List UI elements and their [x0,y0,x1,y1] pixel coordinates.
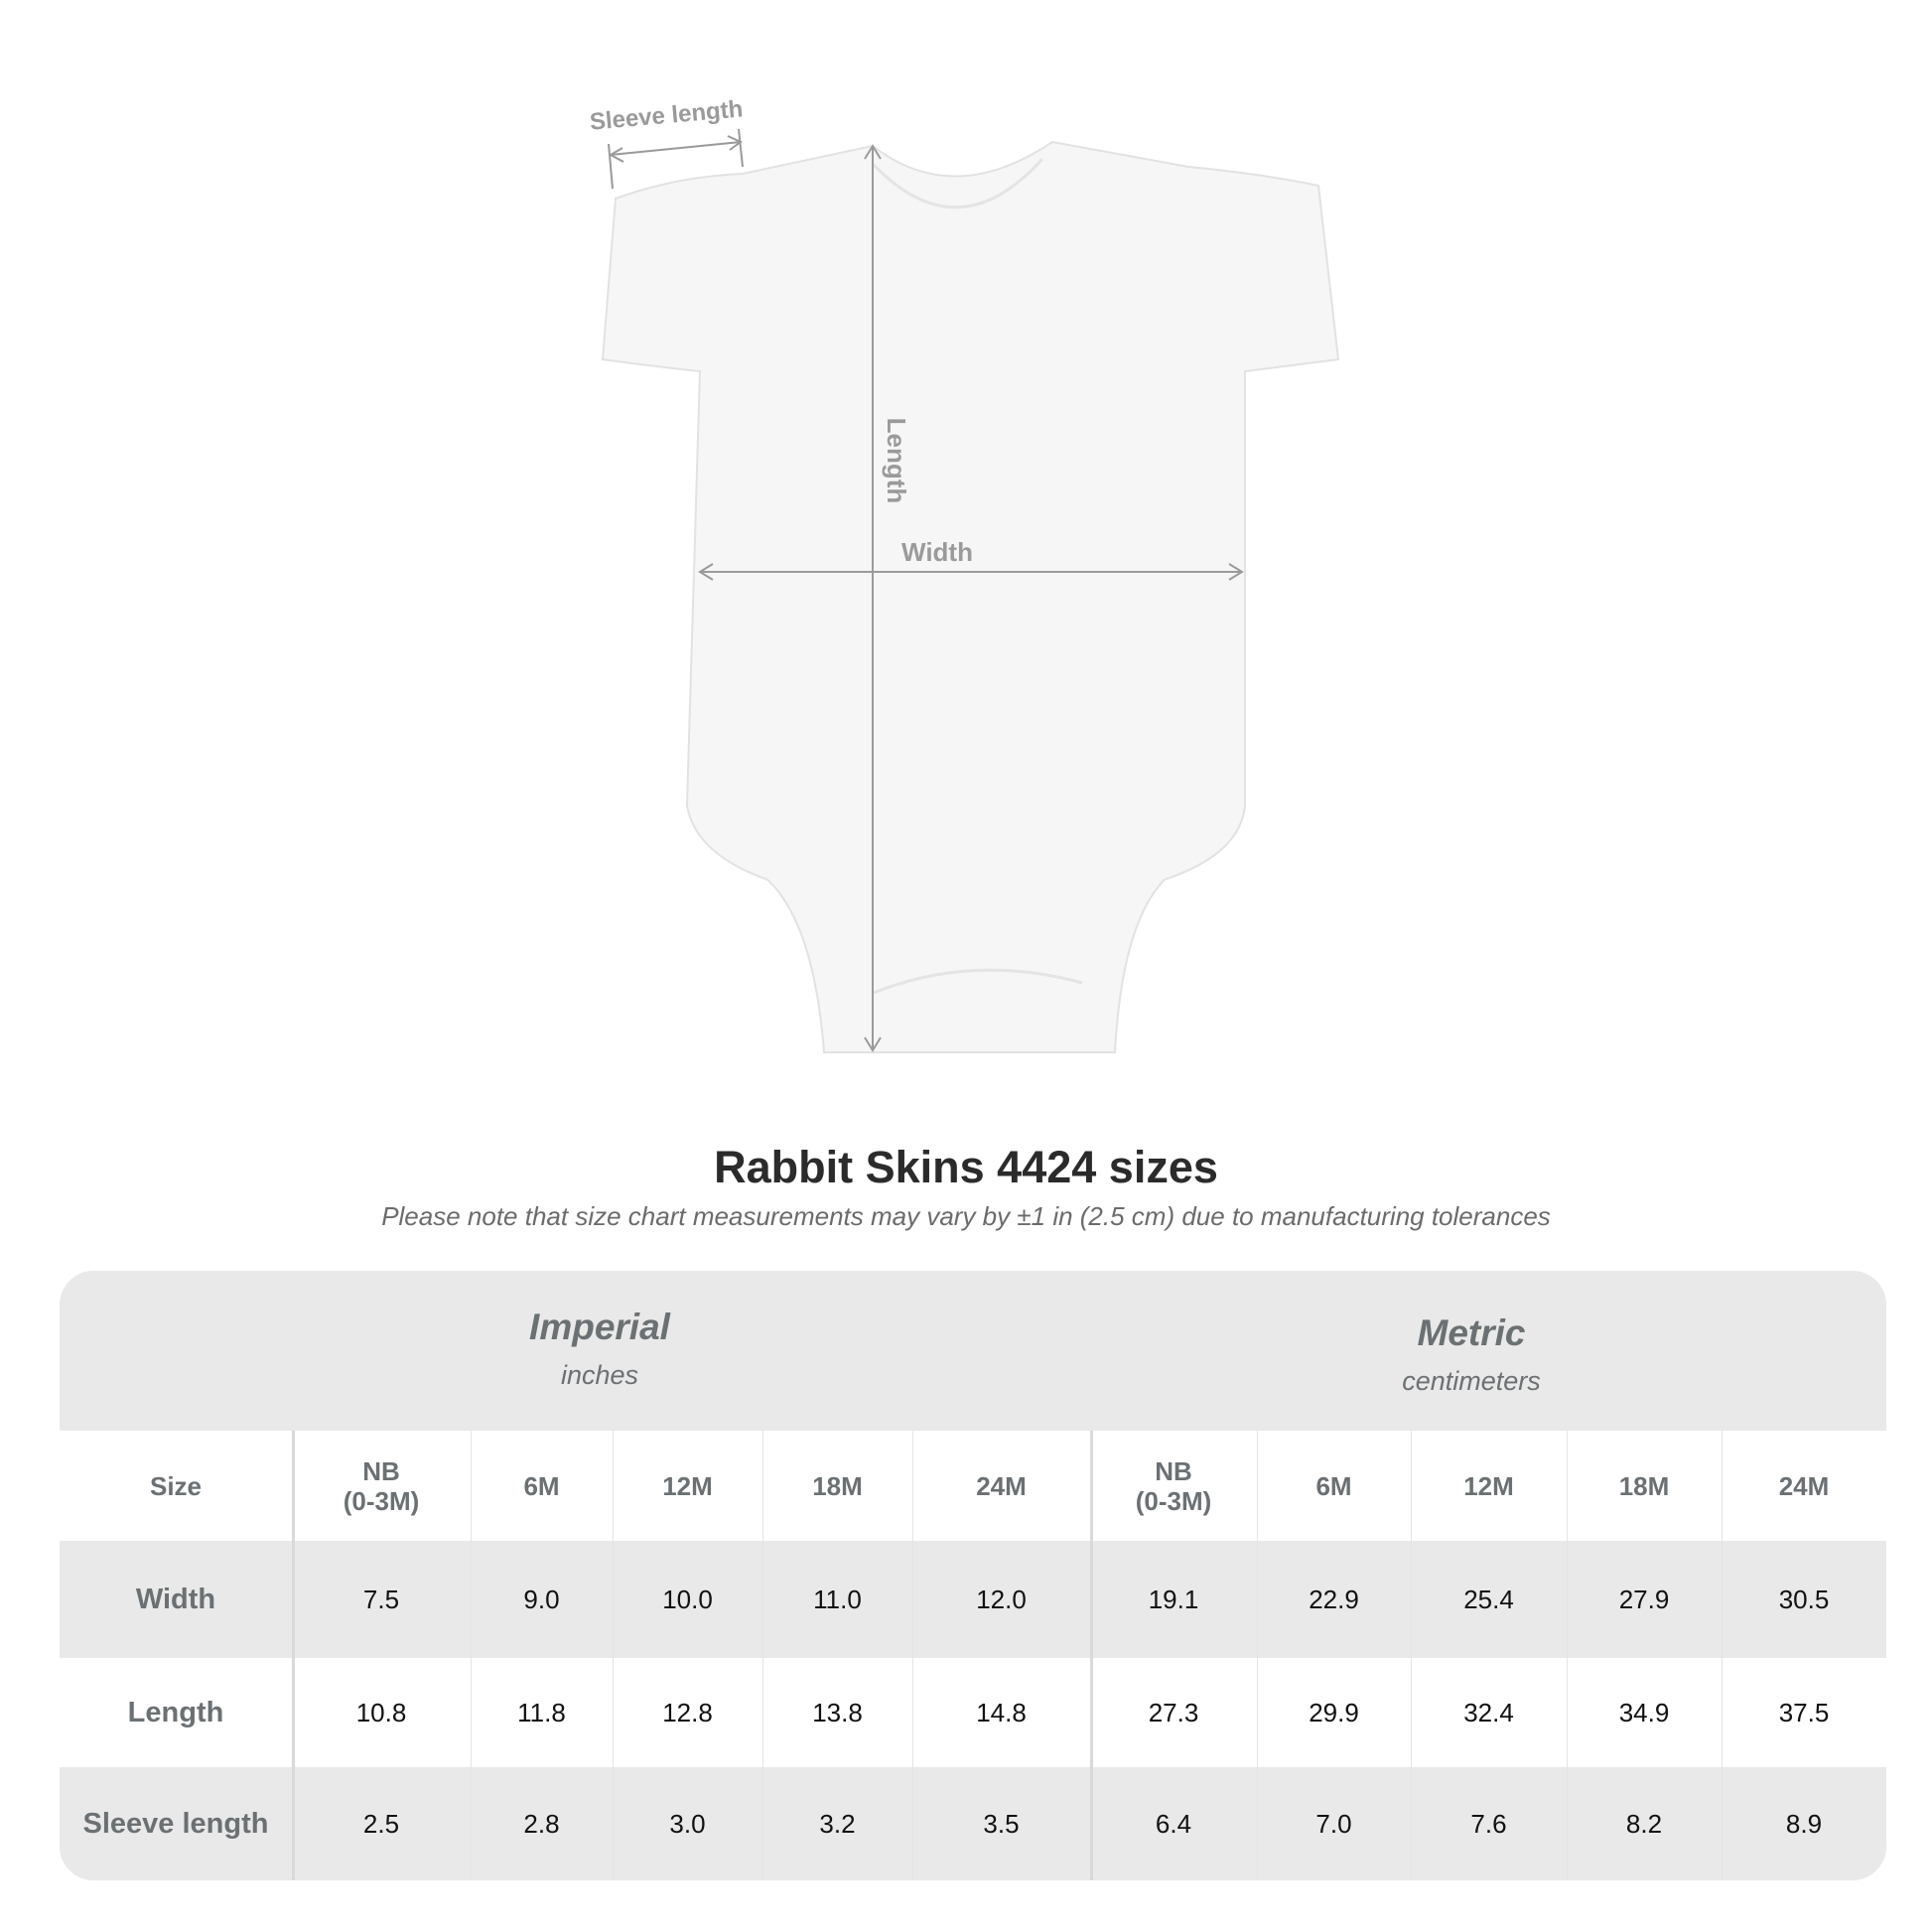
table-cell: 10.8 [355,1697,407,1727]
size-column-header: 18M [1618,1470,1670,1501]
row-label: Length [127,1696,224,1728]
table-cell: 13.8 [812,1697,863,1727]
group-name: Imperial [529,1307,670,1347]
table-cell: 11.8 [517,1697,566,1727]
table-cell: 7.6 [1470,1808,1507,1839]
table-cell: 37.5 [1778,1697,1830,1727]
size-column-header: NB (0-3M) [1135,1455,1212,1516]
table-cell: 25.4 [1463,1584,1514,1614]
group-metric: Metric centimeters [1273,1312,1670,1397]
column-divider [613,1431,614,1880]
width-label: Width [901,537,973,567]
table-cell: 3.2 [819,1808,856,1839]
group-unit: centimeters [1402,1366,1541,1396]
group-imperial: Imperial inches [401,1307,798,1391]
row-band [60,1767,1886,1880]
row-band [60,1541,1886,1658]
table-cell: 27.3 [1148,1697,1199,1727]
size-column-header: 6M [1315,1470,1352,1501]
column-divider [1722,1431,1723,1880]
size-column-header: 12M [662,1470,713,1501]
size-column-header: 6M [523,1470,560,1501]
size-column-header: 12M [1463,1470,1514,1501]
table-cell: 6.4 [1155,1808,1192,1839]
onesie-snap-flap [873,968,1083,995]
table-cell: 29.9 [1309,1697,1359,1727]
onesie-body [601,140,1340,1053]
onesie-collar [871,157,1044,209]
size-column-header: 24M [976,1470,1027,1501]
table-cell: 22.9 [1309,1584,1359,1614]
length-label: Length [882,418,911,504]
size-table: Imperial inches Metric centimeters Size N… [60,1271,1886,1880]
table-cell: 7.5 [362,1584,400,1614]
group-name: Metric [1417,1312,1526,1353]
table-cell: 12.8 [662,1697,713,1727]
table-cell: 2.5 [362,1808,400,1839]
size-header: Size [149,1470,203,1501]
table-cell: 9.0 [523,1584,560,1614]
column-divider [762,1431,763,1880]
table-cell: 3.5 [983,1808,1020,1839]
column-divider [1090,1431,1093,1880]
row-label: Width [135,1583,216,1615]
table-cell: 10.0 [662,1584,713,1614]
group-header-band [60,1271,1886,1431]
tolerance-note: Please note that size chart measurements… [381,1201,1551,1231]
table-cell: 14.8 [976,1697,1027,1727]
table-cell: 34.9 [1618,1697,1670,1727]
table-cell: 32.4 [1463,1697,1514,1727]
sleeve-length-label: Sleeve length [589,95,744,135]
size-column-header: 18M [812,1470,863,1501]
page-title: Rabbit Skins 4424 sizes [714,1142,1218,1192]
sleeve-arrow [610,141,742,156]
column-divider [912,1431,913,1880]
size-column-header: NB (0-3M) [343,1455,420,1516]
size-column-header: 24M [1778,1470,1830,1501]
table-cell: 19.1 [1148,1584,1199,1614]
table-cell: 3.0 [669,1808,706,1839]
table-cell: 2.8 [523,1808,560,1839]
column-divider [292,1431,295,1880]
column-divider [1257,1431,1258,1880]
onesie-diagram: Sleeve length Length Width [589,95,1340,1053]
column-divider [1567,1431,1568,1880]
group-unit: inches [560,1360,639,1390]
table-cell: 8.2 [1625,1808,1663,1839]
table-cell: 11.0 [813,1584,862,1614]
table-cell: 27.9 [1618,1584,1670,1614]
row-label: Sleeve length [82,1807,269,1840]
table-cell: 12.0 [976,1584,1027,1614]
column-divider [471,1431,472,1880]
column-divider [1411,1431,1412,1880]
table-cell: 30.5 [1778,1584,1830,1614]
table-cell: 7.0 [1315,1808,1352,1839]
table-cell: 8.9 [1785,1808,1823,1839]
